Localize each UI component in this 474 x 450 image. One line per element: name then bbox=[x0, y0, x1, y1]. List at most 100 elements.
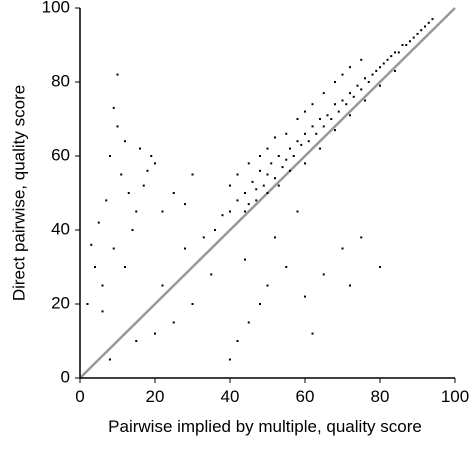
point bbox=[397, 51, 400, 54]
point bbox=[127, 192, 130, 194]
point bbox=[124, 266, 126, 268]
point bbox=[172, 321, 175, 324]
point bbox=[304, 162, 306, 165]
point bbox=[97, 221, 100, 224]
point bbox=[300, 143, 303, 146]
point bbox=[202, 236, 205, 239]
point bbox=[349, 284, 351, 287]
point bbox=[210, 273, 213, 276]
point bbox=[337, 110, 340, 113]
point bbox=[315, 132, 318, 135]
point bbox=[259, 303, 261, 305]
point bbox=[255, 199, 258, 202]
point bbox=[371, 73, 374, 76]
point bbox=[334, 129, 336, 132]
point bbox=[394, 51, 396, 54]
point bbox=[172, 192, 175, 194]
point bbox=[116, 73, 119, 76]
point bbox=[296, 140, 299, 143]
point bbox=[379, 66, 381, 69]
point bbox=[386, 58, 389, 61]
y-tick-label: 0 bbox=[61, 367, 70, 386]
point bbox=[274, 177, 276, 180]
point bbox=[322, 273, 325, 276]
point bbox=[229, 210, 231, 213]
point bbox=[360, 88, 363, 91]
x-tick-label: 40 bbox=[221, 387, 240, 406]
point bbox=[259, 155, 261, 157]
point bbox=[322, 125, 325, 128]
point bbox=[124, 140, 126, 143]
x-tick-label: 100 bbox=[441, 387, 469, 406]
point bbox=[116, 125, 119, 128]
point bbox=[375, 69, 378, 72]
point bbox=[135, 340, 138, 342]
point bbox=[289, 169, 291, 172]
point bbox=[322, 92, 325, 95]
point bbox=[274, 236, 276, 239]
point bbox=[184, 247, 186, 250]
point bbox=[352, 95, 355, 98]
point bbox=[349, 92, 351, 95]
point bbox=[184, 203, 186, 206]
point bbox=[277, 184, 280, 187]
x-tick-label: 60 bbox=[296, 387, 315, 406]
point bbox=[262, 184, 265, 187]
point bbox=[416, 32, 419, 35]
point bbox=[266, 192, 269, 194]
point bbox=[412, 36, 415, 39]
x-tick-label: 20 bbox=[146, 387, 165, 406]
point bbox=[154, 162, 156, 165]
point bbox=[221, 214, 224, 217]
point bbox=[255, 188, 258, 191]
point bbox=[109, 358, 111, 361]
point bbox=[394, 69, 396, 72]
point bbox=[296, 118, 299, 120]
y-tick-label: 100 bbox=[42, 0, 70, 16]
point bbox=[341, 73, 344, 76]
point bbox=[259, 169, 261, 172]
point bbox=[311, 125, 314, 128]
point bbox=[364, 77, 366, 80]
point bbox=[191, 173, 194, 176]
point bbox=[409, 40, 411, 43]
point bbox=[229, 358, 231, 361]
y-axis-label: Direct pairwise, quality score bbox=[9, 85, 28, 301]
point bbox=[304, 295, 306, 298]
point bbox=[266, 147, 269, 150]
point bbox=[296, 210, 299, 213]
point bbox=[139, 147, 141, 150]
point bbox=[360, 236, 363, 239]
point bbox=[405, 44, 408, 46]
point bbox=[349, 114, 351, 117]
point bbox=[360, 58, 363, 61]
point bbox=[120, 173, 123, 176]
point bbox=[90, 243, 93, 246]
point bbox=[281, 166, 284, 169]
point bbox=[244, 258, 246, 261]
point bbox=[379, 266, 381, 268]
point bbox=[289, 147, 291, 150]
point bbox=[307, 140, 310, 143]
y-tick-label: 40 bbox=[51, 219, 70, 238]
point bbox=[105, 199, 108, 202]
point bbox=[150, 155, 153, 157]
x-axis-label: Pairwise implied by multiple, quality sc… bbox=[108, 417, 422, 436]
point bbox=[319, 118, 321, 120]
point bbox=[101, 284, 104, 287]
point bbox=[364, 99, 366, 102]
point bbox=[112, 247, 115, 250]
point bbox=[427, 21, 430, 24]
point bbox=[277, 155, 280, 157]
point bbox=[274, 136, 276, 139]
point bbox=[326, 114, 329, 117]
point bbox=[311, 103, 314, 106]
point bbox=[191, 303, 194, 305]
point bbox=[244, 192, 246, 194]
point bbox=[401, 44, 404, 46]
point bbox=[285, 266, 288, 268]
point bbox=[330, 118, 333, 120]
point bbox=[311, 332, 314, 335]
point bbox=[334, 81, 336, 83]
